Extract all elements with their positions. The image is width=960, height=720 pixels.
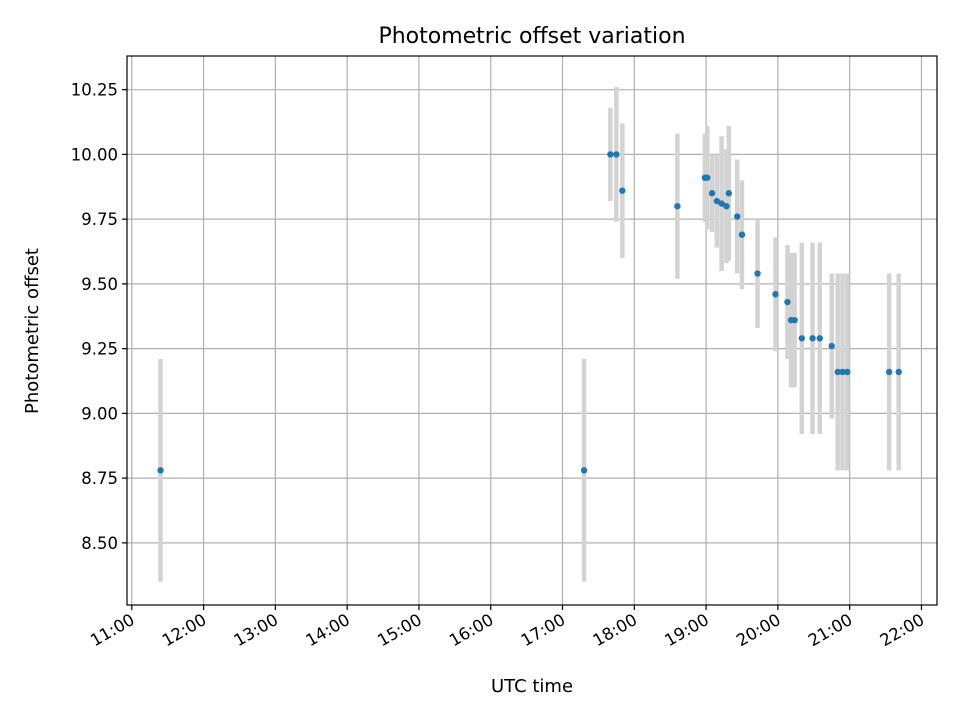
data-point <box>704 174 711 181</box>
data-point <box>834 368 841 376</box>
data-point <box>844 368 851 376</box>
y-axis-label: Photometric offset <box>22 248 43 414</box>
data-point <box>619 187 626 194</box>
data-point <box>607 151 614 158</box>
y-tick-label: 10.25 <box>71 81 118 100</box>
data-point <box>613 151 620 158</box>
data-point <box>723 202 730 210</box>
data-point <box>733 213 741 220</box>
y-tick-label: 9.50 <box>81 275 118 294</box>
data-point <box>798 335 806 342</box>
data-point <box>816 335 823 342</box>
plot-frame <box>126 55 938 606</box>
data-point <box>772 291 779 298</box>
data-point <box>895 368 902 376</box>
data-point <box>809 335 816 342</box>
grid-lines <box>127 56 937 605</box>
data-point <box>708 190 716 197</box>
data-point <box>791 316 798 324</box>
y-axis-ticks: 8.50 8.75 9.00 9.25 9.50 9.75 10.00 10.25 <box>71 81 127 553</box>
y-tick-label: 10.00 <box>71 145 118 164</box>
data-point <box>784 298 791 306</box>
chart-title: Photometric offset variation <box>378 24 685 49</box>
y-tick-label: 8.50 <box>81 534 118 553</box>
data-point <box>738 231 746 238</box>
y-tick-label: 9.00 <box>81 404 118 423</box>
data-point <box>754 270 761 277</box>
data-point <box>828 342 835 350</box>
data-points <box>157 151 902 474</box>
data-point <box>580 467 588 474</box>
data-point <box>885 368 893 376</box>
data-point <box>674 202 681 210</box>
data-point <box>713 197 721 205</box>
x-axis-label: UTC time <box>491 676 573 697</box>
y-tick-label: 9.75 <box>81 210 118 229</box>
y-tick-label: 9.25 <box>81 340 118 359</box>
data-point <box>718 200 725 207</box>
data-point <box>157 467 164 474</box>
y-tick-label: 8.75 <box>81 469 118 488</box>
data-point <box>725 190 733 197</box>
data-point <box>839 368 846 376</box>
